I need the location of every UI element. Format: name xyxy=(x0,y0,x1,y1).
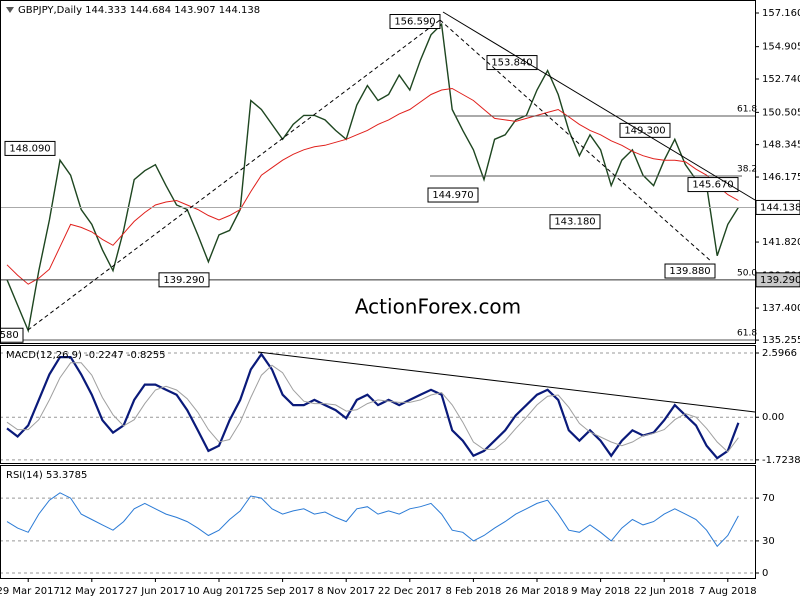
x-tick-label: 29 Mar 2017 xyxy=(0,586,60,597)
annotation-box xyxy=(619,122,671,138)
watermark: ActionForex.com xyxy=(355,295,521,319)
y-tick-label: 154.905 xyxy=(762,42,800,53)
title-icon xyxy=(6,7,14,13)
x-tick-label: 25 Sep 2017 xyxy=(251,586,314,597)
annotation-label: 139.880 xyxy=(669,266,710,277)
annotation-label: 135.580 xyxy=(0,330,19,341)
price-label: 144.138 xyxy=(760,202,800,213)
annotation-box xyxy=(664,263,716,279)
level-label: 61.8 xyxy=(737,329,757,339)
rsi-panel xyxy=(0,465,756,579)
macd-panel xyxy=(0,345,756,464)
trend-line xyxy=(27,19,441,331)
x-tick-label: 12 May 2017 xyxy=(59,586,124,597)
annotation-label: 156.590 xyxy=(394,17,435,28)
x-tick-label: 8 Nov 2017 xyxy=(317,586,375,597)
series-line xyxy=(6,87,739,285)
annotation-label: 148.090 xyxy=(9,143,50,154)
x-tick-label: 9 May 2018 xyxy=(571,586,630,597)
series-line xyxy=(6,492,739,548)
level-label: 61.8 xyxy=(737,105,757,115)
annotation-box xyxy=(158,272,210,288)
trend-line xyxy=(439,19,713,263)
y-tick-label: 141.820 xyxy=(762,237,800,248)
annotation-label: 145.670 xyxy=(692,180,733,191)
annotation-label: 144.970 xyxy=(432,190,473,201)
annotation-label: 143.180 xyxy=(554,217,595,228)
series-line xyxy=(6,362,739,453)
rsi-title: RSI(14) 53.3785 xyxy=(6,470,87,481)
y-tick-label: 2.5966 xyxy=(762,348,797,359)
y-tick-label: 0 xyxy=(762,568,768,579)
x-tick-label: 8 Feb 2018 xyxy=(445,586,501,597)
x-tick-label: 26 Mar 2018 xyxy=(505,586,568,597)
x-tick-label: 27 Jun 2017 xyxy=(125,586,185,597)
chart-title: GBPJPY,Daily 144.333 144.684 143.907 144… xyxy=(18,5,260,16)
annotation-label: 153.840 xyxy=(491,58,532,69)
x-tick-label: 7 Aug 2018 xyxy=(699,586,757,597)
annotation-label: 139.290 xyxy=(163,275,204,286)
y-tick-label: 157.160 xyxy=(762,8,800,19)
annotation-box xyxy=(427,187,479,203)
annotation-box xyxy=(4,140,56,156)
y-tick-label: 152.740 xyxy=(762,74,800,85)
y-tick-label: 135.255 xyxy=(762,335,800,346)
y-tick-label: 0.00 xyxy=(762,412,784,423)
y-tick-label: -1.7238 xyxy=(762,455,800,466)
annotation-box xyxy=(486,55,538,71)
annotation-box xyxy=(0,327,24,343)
annotation-label: 149.300 xyxy=(624,125,665,136)
series-line xyxy=(6,352,740,460)
y-tick-label: 70 xyxy=(762,493,775,504)
y-tick-label: 150.505 xyxy=(762,107,800,118)
main-panel xyxy=(0,0,756,344)
y-tick-label: 146.175 xyxy=(762,172,800,183)
x-tick-label: 22 Jun 2018 xyxy=(634,586,694,597)
trend-line xyxy=(442,11,756,201)
y-tick-label: 137.400 xyxy=(762,303,800,314)
annotation-box xyxy=(389,14,441,30)
x-tick-label: 10 Aug 2017 xyxy=(187,586,251,597)
level-label: 50.0 xyxy=(737,268,757,278)
plot-layer: 157.160 154.905 152.740 150.505 148.345 146.1… xyxy=(0,8,800,597)
annotation-box xyxy=(549,214,601,230)
y-tick-label: 30 xyxy=(762,536,775,547)
level-label: 38.2 xyxy=(737,165,757,175)
x-tick-label: 22 Dec 2017 xyxy=(378,586,442,597)
annotation-box xyxy=(687,177,739,193)
series-line xyxy=(6,22,739,333)
trend-line xyxy=(257,351,756,413)
price-label: 139.290 xyxy=(760,275,800,286)
y-tick-label: 148.345 xyxy=(762,140,800,151)
macd-title: MACD(12,26,9) -0.2247 -0.8255 xyxy=(6,350,166,361)
